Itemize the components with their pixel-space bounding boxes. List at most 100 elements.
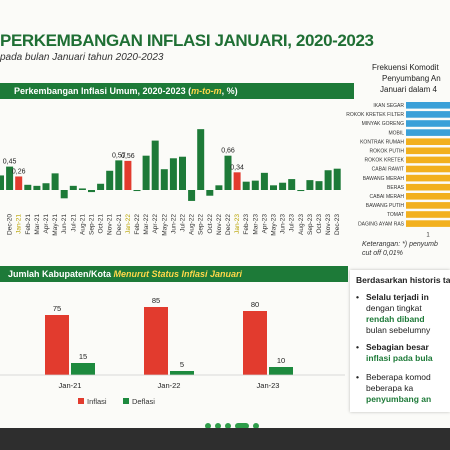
- inflation-bar: [160, 169, 168, 190]
- inflation-x-tick: Dec-23: [334, 214, 341, 235]
- commodity-bar: [406, 111, 450, 118]
- page-dot[interactable]: [253, 423, 259, 428]
- inflation-x-tick: Mar-23: [252, 214, 259, 235]
- commodity-bar: [406, 102, 450, 109]
- analysis-line: bulan sebelumny: [366, 325, 431, 335]
- inflation-bar: [97, 183, 105, 190]
- inflation-bar: [279, 182, 287, 190]
- inflation-x-tick: Nov-21: [107, 214, 114, 235]
- inflation-x-tick: Jul-23: [289, 214, 296, 232]
- inflation-x-tick: Oct-21: [98, 214, 105, 234]
- commodity-bar: [406, 156, 450, 164]
- analysis-line: penyumbang an: [366, 394, 432, 404]
- inflation-bar: [169, 158, 177, 190]
- regency-bar-inflasi: [243, 311, 267, 375]
- inflation-bar: [224, 155, 232, 190]
- commodity-label: BAWANG MERAH: [363, 176, 405, 182]
- inflation-x-tick: Aug-21: [79, 214, 86, 235]
- note-line: Keterangan: *) penyumb: [362, 241, 438, 248]
- inflation-x-tick: Oct-23: [316, 214, 323, 234]
- legend-label-inflasi: Inflasi: [87, 397, 107, 406]
- commodity-label: IKAN SEGAR: [373, 103, 404, 109]
- analysis-line: Beberapa komod: [366, 372, 431, 382]
- bullet-icon: •: [356, 372, 359, 382]
- inflation-data-label: 0,57: [112, 152, 126, 159]
- inflation-x-tick: Sep-23: [307, 214, 314, 235]
- inflation-bar: [124, 160, 132, 190]
- commodity-chart-title: Frekuensi Komodit Penyumbang An Januari …: [372, 62, 450, 95]
- inflation-bar: [251, 180, 259, 190]
- inflation-x-tick: Jun-21: [61, 214, 68, 234]
- presentation-slide: PERKEMBANGAN INFLASI JANUARI, 2020-2023 …: [0, 0, 450, 428]
- commodity-label: MINYAK GORENG: [362, 121, 405, 127]
- commodity-bar: [406, 174, 450, 182]
- analysis-line: Sebagian besar: [366, 342, 429, 352]
- inflation-x-tick: Feb-23: [243, 214, 250, 235]
- inflation-bar: [106, 170, 114, 190]
- inflation-x-tick: Jan-23: [234, 214, 241, 234]
- note-line: cut off 0,01%: [362, 250, 403, 257]
- inflation-bar: [206, 190, 214, 196]
- regency-bar-deflasi: [170, 371, 194, 375]
- regency-chart-title-em: Menurut Status Inflasi Januari: [113, 269, 243, 279]
- regency-chart-title-text: Jumlah Kabupaten/Kota: [8, 269, 114, 279]
- inflation-bar: [0, 175, 4, 190]
- inflation-data-label: 0,56: [121, 153, 135, 160]
- page-subtitle: pada bulan Januari tahun 2020-2023: [0, 52, 164, 63]
- regency-status-chart: 75 15 Jan-21 85 5 Jan-22 80 10 Jan-23 Inflasi Defl…: [0, 296, 345, 406]
- inflation-x-tick: Dec-20: [7, 214, 14, 235]
- inflation-chart-title: Perkembangan Inflasi Umum, 2020-2023 (m-…: [0, 83, 354, 99]
- inflation-bar: [60, 190, 68, 199]
- analysis-panel: Berdasarkan historis ta • Selalu terjadi…: [350, 270, 450, 412]
- inflation-bar: [315, 181, 323, 190]
- analysis-line: inflasi pada bula: [366, 353, 433, 363]
- inflation-x-tick: Nov-23: [325, 214, 332, 235]
- page-dot[interactable]: [205, 423, 211, 428]
- inflation-x-tick: Oct-22: [207, 214, 214, 234]
- page-dot-active[interactable]: [235, 423, 249, 428]
- commodity-bar: [406, 211, 450, 218]
- inflation-bar: [215, 185, 223, 190]
- inflation-chart-title-text: Perkembangan Inflasi Umum, 2020-2023 (: [14, 86, 192, 96]
- inflation-bar: [33, 185, 41, 190]
- inflation-x-tick: Jul-22: [180, 214, 187, 232]
- page-dot[interactable]: [215, 423, 221, 428]
- regency-data-label: 10: [277, 356, 285, 365]
- inflation-x-tick: Jan-22: [125, 214, 132, 234]
- commodity-bar: [406, 138, 450, 145]
- inflation-bar: [333, 168, 341, 190]
- commodity-bar: [406, 193, 450, 200]
- inflation-bar: [133, 190, 141, 192]
- inflation-x-tick: May-23: [271, 214, 278, 236]
- inflation-bar: [297, 190, 305, 192]
- inflation-x-tick: Mar-22: [143, 214, 150, 235]
- regency-bar-inflasi: [45, 315, 69, 375]
- page-dot[interactable]: [225, 423, 231, 428]
- inflation-x-tick: Dec-21: [116, 214, 123, 235]
- inflation-bar: [288, 179, 296, 190]
- regency-x-tick: Jan-21: [59, 381, 82, 390]
- regency-x-tick: Jan-22: [158, 381, 181, 390]
- inflation-x-tick: Apr-23: [261, 214, 268, 234]
- inflation-bar: [306, 180, 314, 190]
- commodity-bar: [406, 147, 450, 155]
- inflation-x-tick: May-22: [161, 214, 168, 236]
- regency-bar-inflasi: [144, 307, 168, 375]
- commodity-x-tick: 1: [426, 232, 430, 238]
- commodity-bar: [406, 183, 450, 191]
- bullet-icon: •: [356, 342, 359, 352]
- inflation-bar: [15, 176, 23, 190]
- commodity-label: ROKOK KRETEK FILTER: [346, 112, 404, 118]
- inflation-x-tick: Sep-22: [198, 214, 205, 235]
- commodity-title-line: Penyumbang An: [382, 74, 441, 83]
- inflation-x-tick: Mar-21: [34, 214, 41, 235]
- commodity-label: ROKOK PUTIH: [370, 149, 405, 155]
- inflation-bar: [197, 129, 205, 190]
- inflation-x-tick: Dec-22: [225, 214, 232, 235]
- inflation-chart-title-em: m-to-m: [191, 86, 222, 96]
- commodity-bar: [406, 120, 450, 127]
- inflation-bar: [179, 156, 186, 190]
- inflation-x-tick: Aug-22: [189, 214, 196, 235]
- inflation-bar: [88, 190, 95, 193]
- inflation-x-tick: Apr-21: [43, 214, 50, 234]
